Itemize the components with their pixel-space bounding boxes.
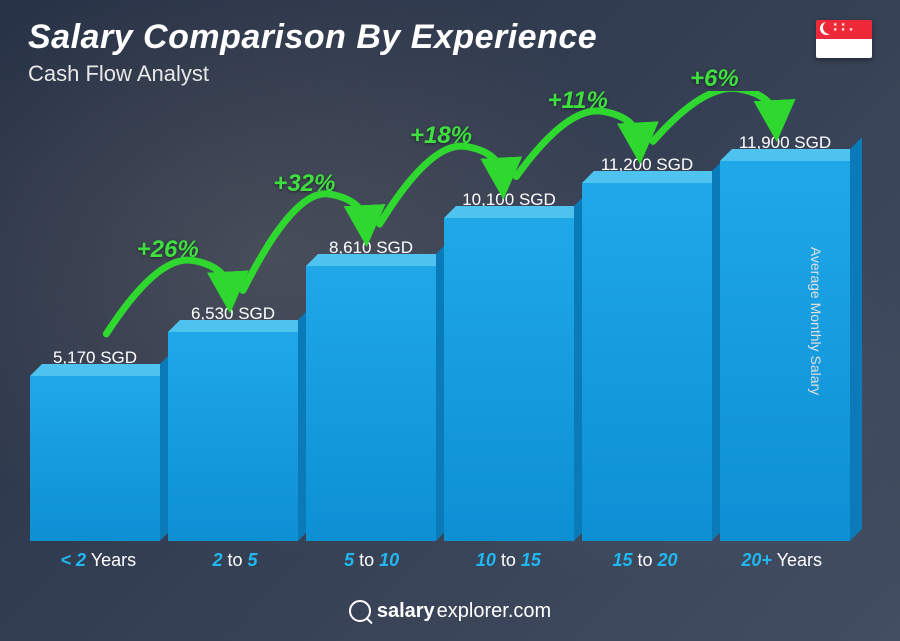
bar [582,183,712,541]
y-axis-label: Average Monthly Salary [808,246,824,394]
bars-container: 5,170 SGD6,530 SGD8,610 SGD10,100 SGD11,… [30,91,850,541]
increase-percent-label: +6% [690,65,739,93]
brand-logo: salaryexplorer.com [349,600,551,623]
flag-top-stripe: ★ ★★ ★ ★ [816,20,872,39]
bar [306,266,436,541]
footer: salaryexplorer.com [0,600,900,628]
bar-group: 6,530 SGD [168,91,298,541]
page-subtitle: Cash Flow Analyst [28,61,597,87]
x-axis-labels: < 2 Years2 to 55 to 1010 to 1515 to 2020… [30,550,850,571]
bar-group: 11,200 SGD [582,91,712,541]
bar-group: 11,900 SGD [720,91,850,541]
increase-percent-label: +11% [548,87,608,115]
header: Salary Comparison By Experience Cash Flo… [28,18,597,87]
increase-percent-label: +18% [410,122,472,150]
bar [720,161,850,541]
x-axis-label: 15 to 20 [577,550,714,571]
brand-rest: explorer.com [437,600,552,623]
bar-group: 10,100 SGD [444,91,574,541]
bar [30,376,160,541]
bar [168,332,298,541]
increase-percent-label: +32% [273,170,335,198]
x-axis-label: 5 to 10 [303,550,440,571]
flag-crescent-icon [820,22,833,35]
bar-chart: 5,170 SGD6,530 SGD8,610 SGD10,100 SGD11,… [30,91,850,571]
x-axis-label: 10 to 15 [440,550,577,571]
page-title: Salary Comparison By Experience [28,18,597,57]
flag-bottom-stripe [816,39,872,58]
magnifier-icon [349,600,371,622]
bar-group: 5,170 SGD [30,91,160,541]
bar [444,218,574,541]
flag-stars-icon: ★ ★★ ★ ★ [833,23,854,33]
brand-bold: salary [377,600,435,623]
x-axis-label: 20+ Years [713,550,850,571]
country-flag-singapore: ★ ★★ ★ ★ [816,20,872,58]
bar-group: 8,610 SGD [306,91,436,541]
x-axis-label: < 2 Years [30,550,167,571]
x-axis-label: 2 to 5 [167,550,304,571]
increase-percent-label: +26% [137,236,199,264]
